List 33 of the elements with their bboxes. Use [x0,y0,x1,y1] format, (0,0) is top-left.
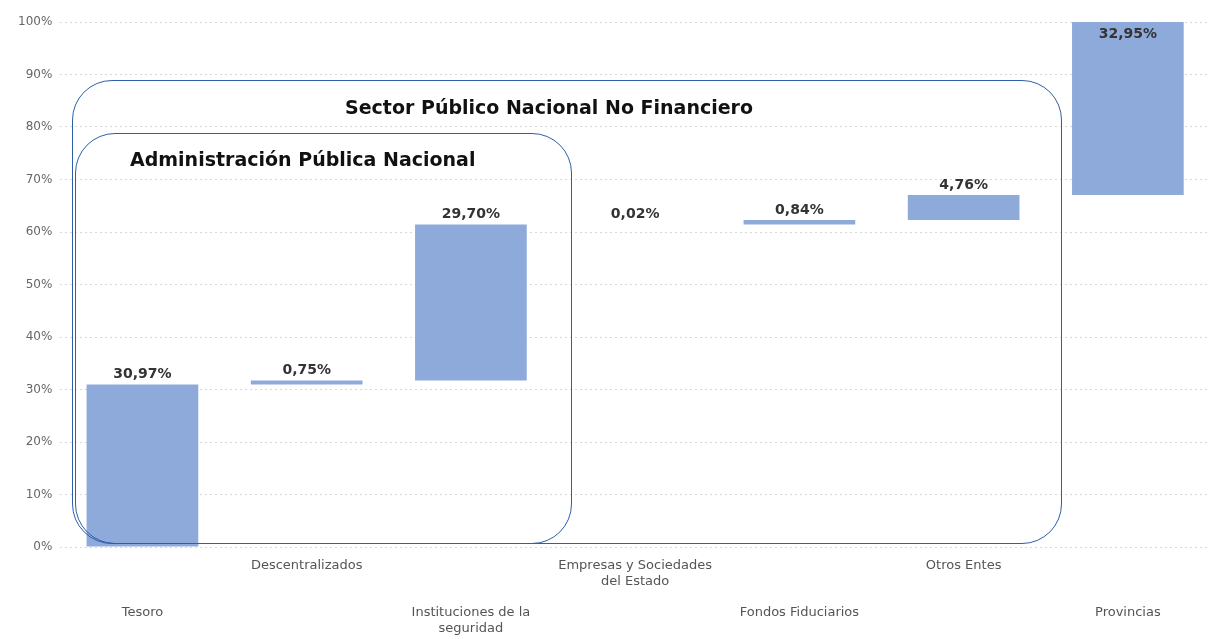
annotation: Sector Público Nacional No Financiero [345,96,754,118]
bar [743,220,856,225]
y-tick-label: 100% [17,14,53,29]
x-tick-label: Provincias [1095,603,1161,619]
data-label: 30,97% [113,365,172,382]
y-tick-label: 0% [33,539,53,554]
bar [250,380,363,385]
y-tick-label: 80% [25,119,53,134]
bar [86,384,199,547]
y-tick-label: 40% [25,329,53,344]
data-label: 0,75% [282,361,331,378]
data-label: 4,76% [939,175,988,192]
y-tick-label: 70% [25,171,53,186]
y-tick-label: 50% [25,276,53,291]
annotation: Administración Pública Nacional [130,148,476,170]
y-tick-label: 30% [25,381,53,396]
x-tick-label: Descentralizados [250,557,363,573]
y-tick-label: 10% [25,486,53,501]
y-tick-label: 90% [25,66,53,81]
y-tick-label: 60% [25,224,53,239]
x-tick-label: Tesoro [120,603,164,619]
x-tick-label: Empresas y Sociedades del Estado [558,557,713,588]
x-tick-label: Instituciones de la seguridad [411,603,531,635]
x-tick-label: Fondos Fiduciarios [739,603,860,619]
data-label: 32,95% [1098,24,1158,41]
bar [415,224,527,381]
bar [1072,22,1184,196]
data-label: 0,84% [775,200,824,217]
y-tick-label: 20% [25,434,53,449]
bar [907,195,1020,221]
data-label: 29,70% [441,205,501,222]
x-tick-label: Otros Entes [925,557,1002,573]
data-label: 0,02% [610,205,660,222]
